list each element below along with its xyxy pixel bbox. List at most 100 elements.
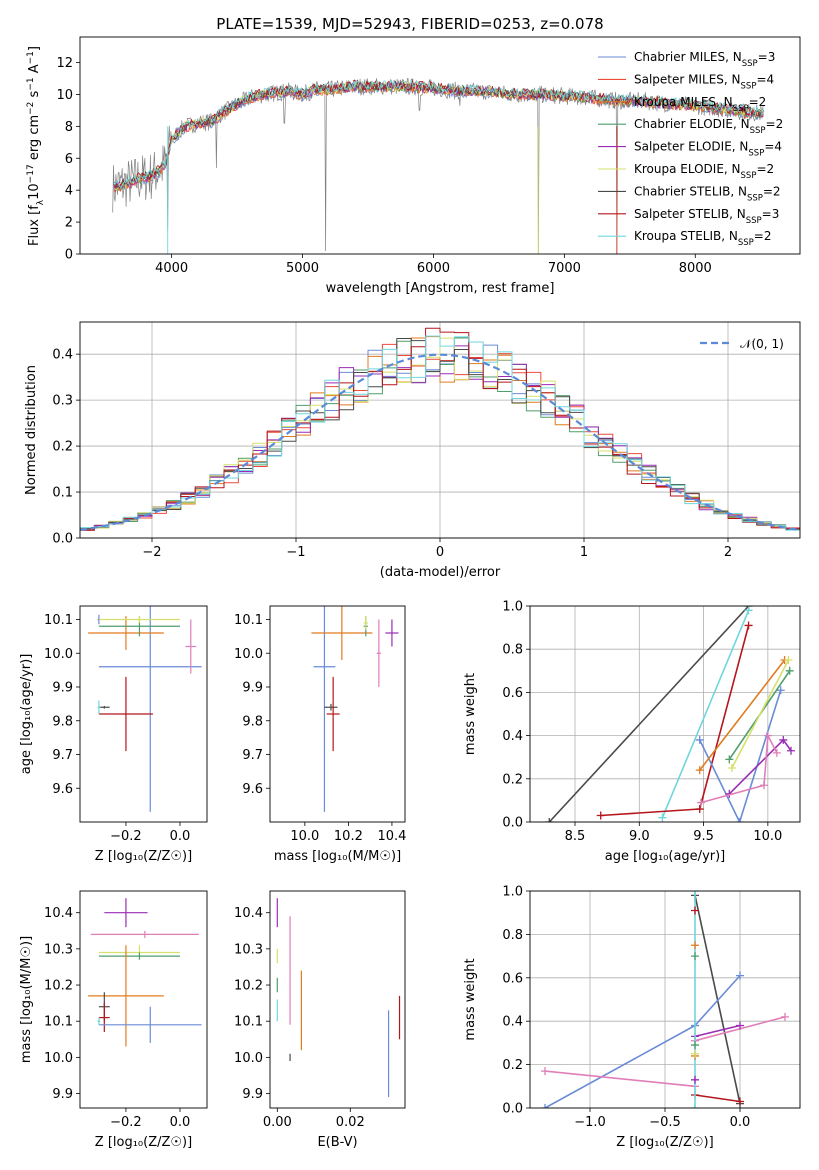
data-point-marker — [736, 971, 744, 980]
data-point-marker — [541, 1104, 549, 1108]
y-axis-label-part: Flux [f — [27, 205, 42, 246]
tick-label-y: 10.1 — [44, 1015, 73, 1030]
tick-label-x: 0.0 — [170, 1115, 191, 1130]
data-point-marker — [691, 906, 699, 915]
tick-label-x: −0.5 — [649, 1115, 681, 1130]
histogram-step-line — [80, 335, 800, 531]
tick-label-y: 9.9 — [52, 681, 73, 696]
axes-frame — [529, 605, 801, 823]
tick-label-x: 0.00 — [263, 1115, 292, 1130]
tick-label-y: 0.6 — [502, 971, 523, 986]
tick-label-x: −2 — [142, 545, 161, 560]
plot-area — [311, 606, 399, 812]
y-axis-label: mass weight — [463, 958, 478, 1040]
plot-area — [112, 78, 764, 254]
y-axis-label-part: 10 — [27, 183, 42, 200]
tick-label-y: 0.4 — [502, 729, 523, 744]
data-point-marker — [735, 818, 744, 822]
axes-frame — [529, 890, 801, 1109]
legend-count: =2 — [766, 117, 784, 131]
figure-title: PLATE=1539, MJD=52943, FIBERID=0253, z=0… — [216, 15, 603, 33]
legend-count: =3 — [762, 207, 780, 221]
axes-frame — [269, 890, 406, 1109]
plot-area — [88, 898, 202, 1047]
tick-label-y: 9.9 — [242, 1087, 263, 1102]
model-spectrum-line — [113, 81, 764, 190]
tick-label-y: 9.6 — [242, 782, 263, 797]
y-axis-label-part: λ — [36, 199, 46, 205]
tick-label-x: 6000 — [417, 261, 450, 276]
legend-model-name: Chabrier MILES, N — [634, 50, 742, 64]
tick-label-y: 9.8 — [242, 714, 263, 729]
plot-area — [545, 606, 795, 822]
y-axis-label-part: s — [27, 90, 42, 101]
tick-label-x: 10.0 — [753, 829, 782, 844]
tick-label-y: 10 — [56, 88, 73, 103]
axes-frame — [79, 321, 801, 539]
data-point-marker — [776, 686, 785, 695]
tick-label-x: −1 — [286, 545, 305, 560]
legend-model-name: Chabrier STELIB, N — [634, 184, 747, 198]
legend-count: =2 — [756, 162, 774, 176]
legend-model-name: Salpeter ELODIE, N — [634, 140, 748, 154]
tick-label-x: 9.0 — [629, 829, 650, 844]
tick-label-y: 0.6 — [502, 686, 523, 701]
data-point-marker — [691, 941, 699, 950]
tick-label-x: 7000 — [548, 261, 581, 276]
tick-label-y: 0.0 — [52, 532, 73, 547]
legend-count: =4 — [764, 140, 782, 154]
tick-label-y: 6 — [65, 152, 73, 167]
x-axis-label: Z [log₁₀(Z/Z☉)] — [95, 849, 192, 864]
mass-weight-line — [544, 975, 741, 1108]
data-point-marker — [691, 1104, 699, 1108]
data-point-marker — [787, 746, 795, 755]
tick-label-y: 0.0 — [502, 816, 523, 831]
data-point-marker — [725, 755, 734, 764]
data-point-marker — [779, 735, 788, 744]
x-axis-label: E(B-V) — [317, 1135, 357, 1150]
legend-entry: Chabrier MILES, NSSP=3 — [634, 50, 775, 69]
data-point-marker — [736, 1097, 744, 1106]
plot-area — [80, 327, 800, 531]
legend-count: =2 — [749, 95, 767, 109]
tick-label-y: 9.7 — [52, 748, 73, 763]
x-axis-label: age [log₁₀(age/yr)] — [605, 849, 726, 864]
legend-subscript: SSP — [747, 193, 763, 203]
tick-label-x: −0.2 — [110, 829, 142, 844]
tick-label-y: 4 — [65, 184, 73, 199]
tick-label-y: 10.1 — [44, 613, 73, 628]
plot-area — [541, 891, 789, 1108]
plot-area — [88, 606, 202, 812]
data-point-marker — [691, 891, 699, 895]
tick-label-y: 9.6 — [52, 782, 73, 797]
tick-label-y: 0 — [65, 248, 73, 263]
tick-label-y: 10.2 — [234, 979, 263, 994]
y-axis-label: Normed distribution — [24, 365, 39, 495]
tick-label-x: 0.0 — [730, 1115, 751, 1130]
x-axis-label: mass [log₁₀(M/M☉)] — [274, 849, 401, 864]
legend-entry: Chabrier ELODIE, NSSP=2 — [634, 117, 783, 136]
tick-label-y: 10.4 — [234, 906, 263, 921]
tick-label-y: 10.0 — [44, 647, 73, 662]
data-point-marker — [781, 1012, 789, 1021]
tick-label-y: 10.0 — [234, 1051, 263, 1066]
tick-label-x: 10.0 — [290, 829, 319, 844]
tick-label-y: 1.0 — [502, 600, 523, 615]
legend-model-name: Kroupa ELODIE, N — [634, 162, 741, 176]
legend-entry: 𝒩(0, 1) — [740, 337, 784, 351]
data-point-marker — [784, 656, 793, 664]
y-axis-label: mass [log₁₀(M/M☉)] — [19, 936, 34, 1063]
tick-label-y: 8 — [65, 120, 73, 135]
axes-frame — [79, 36, 801, 255]
histogram-step-line — [80, 338, 800, 530]
tick-label-y: 1.0 — [502, 885, 523, 900]
axes-frame — [79, 605, 208, 823]
tick-label-y: 0.2 — [502, 1058, 523, 1073]
y-axis-label: mass weight — [463, 673, 478, 755]
mass-weight-line — [699, 659, 786, 771]
tick-label-y: 0.4 — [502, 1015, 523, 1030]
x-axis-label: Z [log₁₀(Z/Z☉)] — [616, 1135, 713, 1150]
legend-count: =3 — [758, 50, 776, 64]
axes-frame — [79, 890, 208, 1109]
